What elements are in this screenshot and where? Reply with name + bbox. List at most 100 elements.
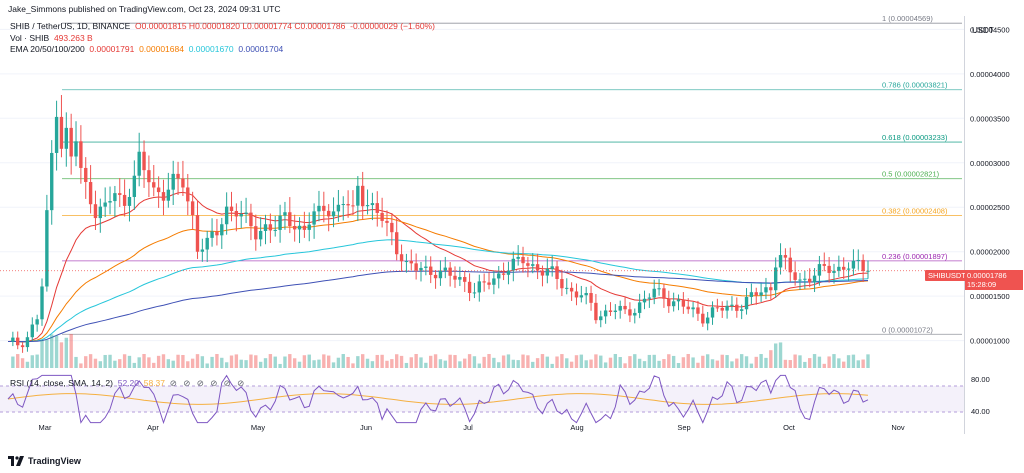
- candle-body: [608, 310, 613, 312]
- volume-bar: [842, 361, 846, 368]
- price-scale[interactable]: 0.00004500 0.00004000 0.00003500 0.00003000…: [964, 16, 1024, 434]
- candle-body: [691, 307, 695, 310]
- candle-body: [395, 232, 399, 255]
- volume-bar: [710, 359, 715, 368]
- candle-body: [725, 305, 729, 311]
- volume-bar: [25, 361, 30, 368]
- chart-area[interactable]: 1 (0.00004569) 0.786 (0.00003821) 0.618 (0…: [0, 14, 964, 434]
- volume-bar: [288, 354, 292, 368]
- footer: TradingView: [0, 450, 1024, 473]
- volume-bar: [438, 359, 443, 368]
- volume-bar: [322, 354, 326, 368]
- volume-bar: [84, 356, 88, 368]
- publisher-credit: Jake_Simmons published on TradingView.co…: [8, 4, 281, 14]
- volume-bar: [11, 356, 15, 368]
- candle-body: [263, 224, 268, 231]
- volume-bar: [477, 363, 481, 368]
- candle-body: [98, 206, 103, 219]
- candle-body: [181, 178, 185, 188]
- candle-body: [244, 212, 248, 214]
- time-axis-label: Oct: [783, 423, 796, 432]
- volume-bar: [404, 362, 409, 368]
- candle-body: [390, 222, 394, 233]
- candle-body: [623, 305, 627, 310]
- volume-bar: [773, 343, 778, 368]
- volume-bar: [599, 355, 603, 368]
- ema-100-line: [8, 239, 869, 343]
- volume-bar: [467, 354, 472, 368]
- candle-body: [531, 264, 535, 266]
- price-chart-svg[interactable]: 1 (0.00004569) 0.786 (0.00003821) 0.618 (0…: [0, 14, 964, 434]
- volume-bar: [667, 354, 671, 368]
- candle-body: [497, 273, 501, 279]
- candle-body: [477, 281, 481, 293]
- candle-body: [137, 151, 141, 176]
- candle-body: [108, 201, 112, 203]
- candle-body: [195, 215, 200, 252]
- volume-bar: [263, 358, 268, 368]
- last-price-box: 0.00001786 15:28:09: [965, 270, 1023, 290]
- volume-bar: [463, 358, 467, 368]
- candle-body: [341, 204, 345, 206]
- rsi-settings-icons[interactable]: ⊘ ⊘ ⊘ ⊘ ⊘ ⊘: [169, 378, 247, 388]
- candle-body: [288, 212, 292, 227]
- legend-symbol: SHIB / TetherUS, 1D, BINANCE: [10, 21, 131, 31]
- candle-body: [793, 272, 797, 280]
- candle-body: [866, 270, 870, 272]
- legend-change: -0.00000029 (−1.60%): [350, 21, 435, 31]
- volume-bar: [642, 361, 647, 368]
- volume-bar: [589, 359, 593, 368]
- time-axis-label: Sep: [677, 423, 690, 432]
- time-axis-label: Jun: [360, 423, 372, 432]
- candle-body: [749, 292, 754, 297]
- candle-body: [385, 220, 389, 223]
- candle-body: [472, 292, 477, 294]
- fib-level-label: 1 (0.00004569): [882, 16, 933, 23]
- candle-body: [832, 270, 836, 273]
- candle-body: [657, 288, 661, 290]
- volume-bar: [647, 354, 652, 368]
- volume-bar: [166, 359, 171, 368]
- candle-body: [239, 213, 243, 217]
- volume-bar: [808, 358, 812, 368]
- candle-body: [307, 224, 311, 230]
- volume-bar: [531, 361, 535, 368]
- candle-body: [59, 116, 64, 149]
- candle-body: [739, 309, 744, 311]
- candle-body: [88, 182, 93, 205]
- ema-20-line: [7, 191, 869, 343]
- volume-bar: [395, 354, 399, 368]
- volume-bar: [866, 354, 870, 368]
- candle-body: [730, 304, 734, 306]
- volume-bar: [326, 355, 331, 368]
- candle-body: [258, 230, 263, 240]
- volume-bar: [215, 354, 219, 368]
- volume-bar: [190, 358, 195, 368]
- candle-body: [365, 205, 370, 207]
- volume-bar: [278, 363, 282, 368]
- candle-body: [118, 193, 122, 195]
- volume-bar: [356, 356, 360, 368]
- volume-bar: [628, 356, 632, 368]
- volume-bar: [778, 342, 783, 368]
- time-axis-label: Mar: [39, 423, 52, 432]
- volume-bar: [205, 363, 209, 368]
- tradingview-logo[interactable]: TradingView: [8, 456, 81, 466]
- volume-bar: [720, 354, 724, 368]
- volume-bar: [424, 362, 428, 368]
- candle-body: [613, 310, 618, 312]
- candle-body: [79, 141, 83, 168]
- ema-200-line: [8, 270, 869, 343]
- candle-body: [769, 287, 773, 291]
- price-tick-label: 0.00003000: [970, 159, 1010, 168]
- volume-bar: [171, 360, 175, 368]
- volume-bar: [555, 356, 559, 368]
- candle-body: [715, 307, 720, 309]
- volume-bar: [297, 361, 302, 368]
- candle-body: [783, 255, 788, 258]
- volume-bar: [827, 356, 831, 368]
- volume-bar: [764, 357, 768, 368]
- tradingview-logo-icon: [8, 456, 24, 466]
- candle-body: [215, 231, 219, 236]
- candle-body: [54, 116, 59, 153]
